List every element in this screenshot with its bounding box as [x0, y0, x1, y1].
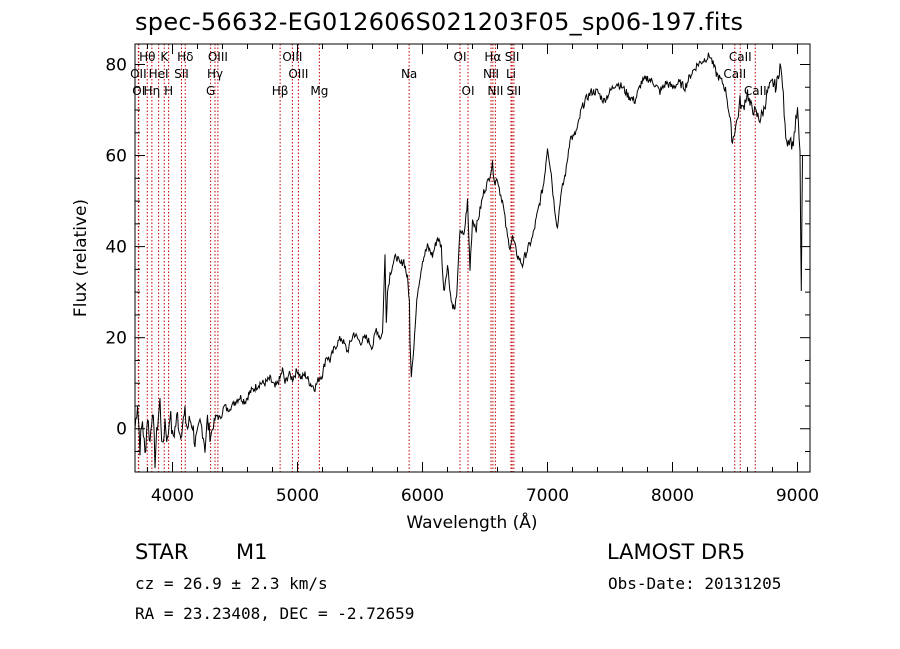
y-tick-label: 60 — [105, 147, 127, 167]
x-tick-label: 6000 — [401, 486, 444, 506]
line-label: Mg — [310, 84, 328, 98]
x-tick-label: 9000 — [776, 486, 819, 506]
x-axis-label: Wavelength (Å) — [406, 511, 537, 533]
object-subclass: M1 — [236, 540, 268, 564]
line-label: Hθ — [139, 50, 155, 64]
line-label: Li — [506, 67, 516, 81]
line-label: OIII — [208, 50, 228, 64]
line-label: CaII — [723, 67, 746, 81]
x-tick-label: 8000 — [651, 486, 694, 506]
line-label: SII — [505, 50, 520, 64]
line-label: HeI — [149, 67, 169, 81]
line-label: Hα — [484, 50, 501, 64]
line-label: Hγ — [207, 67, 223, 81]
line-label: CaII — [729, 50, 752, 64]
y-tick-label: 80 — [105, 55, 127, 75]
object-type: STAR — [135, 540, 189, 564]
line-label: Na — [401, 67, 417, 81]
plot-frame — [134, 43, 811, 473]
line-label: SII — [507, 84, 522, 98]
spectrum-line — [134, 52, 803, 469]
y-tick-label: 0 — [116, 420, 127, 440]
x-tick-label: 4000 — [151, 486, 194, 506]
line-label: OIII — [282, 50, 302, 64]
line-label: NII — [483, 67, 499, 81]
line-label: SII — [174, 67, 189, 81]
line-label: OII — [130, 67, 147, 81]
y-axis-label: Flux (relative) — [71, 199, 91, 317]
line-label: NII — [487, 84, 503, 98]
line-label: OI — [462, 84, 475, 98]
line-label: H — [164, 84, 173, 98]
redshift-cz: cz = 26.9 ± 2.3 km/s — [135, 574, 328, 593]
y-tick-label: 20 — [105, 329, 127, 349]
x-tick-label: 5000 — [276, 486, 319, 506]
line-label: K — [160, 50, 169, 64]
line-label: Hβ — [272, 84, 289, 98]
sky-coordinates: RA = 23.23408, DEC = -2.72659 — [135, 604, 415, 623]
observation-date: Obs-Date: 20131205 — [608, 574, 782, 593]
line-label: CaII — [744, 84, 767, 98]
x-tick-label: 7000 — [526, 486, 569, 506]
line-label: G — [206, 84, 215, 98]
line-label: Hη — [144, 84, 161, 98]
line-label: OI — [454, 50, 467, 64]
y-tick-label: 40 — [105, 238, 127, 258]
chart-title: spec-56632-EG012606S021203F05_sp06-197.f… — [135, 8, 744, 36]
line-label: OIII — [288, 67, 308, 81]
survey-name: LAMOST DR5 — [607, 540, 746, 564]
line-label: Hδ — [177, 50, 193, 64]
